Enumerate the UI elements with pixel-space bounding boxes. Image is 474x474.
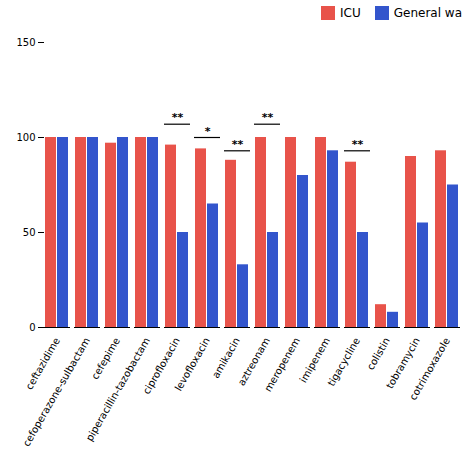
svg-text:ceftazidime: ceftazidime — [23, 335, 62, 392]
svg-text:aztreonam: aztreonam — [235, 335, 272, 388]
svg-text:*: * — [205, 125, 211, 138]
svg-text:**: ** — [232, 138, 244, 151]
svg-text:piperacillin-tazobactam: piperacillin-tazobactam — [83, 335, 152, 443]
svg-text:meropenem: meropenem — [262, 336, 302, 394]
html-text:General wa: General wa — [393, 6, 462, 20]
svg-text:cefoperazone-sulbactam: cefoperazone-sulbactam — [21, 336, 92, 449]
svg-text:0: 0 — [29, 322, 35, 333]
svg-text:150: 150 — [16, 37, 35, 48]
svg-text:tobramycin: tobramycin — [384, 335, 422, 391]
svg-text:levofloxacin: levofloxacin — [173, 336, 212, 393]
svg-text:cotrimoxazole: cotrimoxazole — [407, 336, 452, 402]
svg-text:ciprofloxacin: ciprofloxacin — [140, 335, 182, 396]
svg-text:cefepime: cefepime — [89, 336, 122, 382]
svg-text:imipenem: imipenem — [297, 336, 332, 385]
svg-text:50: 50 — [23, 227, 36, 238]
svg-text:colistin: colistin — [365, 336, 392, 372]
svg-text:**: ** — [172, 111, 184, 124]
svg-text:**: ** — [262, 111, 274, 124]
svg-text:tigacycline: tigacycline — [325, 336, 362, 388]
svg-text:**: ** — [352, 138, 364, 151]
svg-text:100: 100 — [16, 132, 35, 143]
svg-text:amikacin: amikacin — [210, 336, 242, 380]
html-text:ICU: ICU — [340, 6, 361, 20]
